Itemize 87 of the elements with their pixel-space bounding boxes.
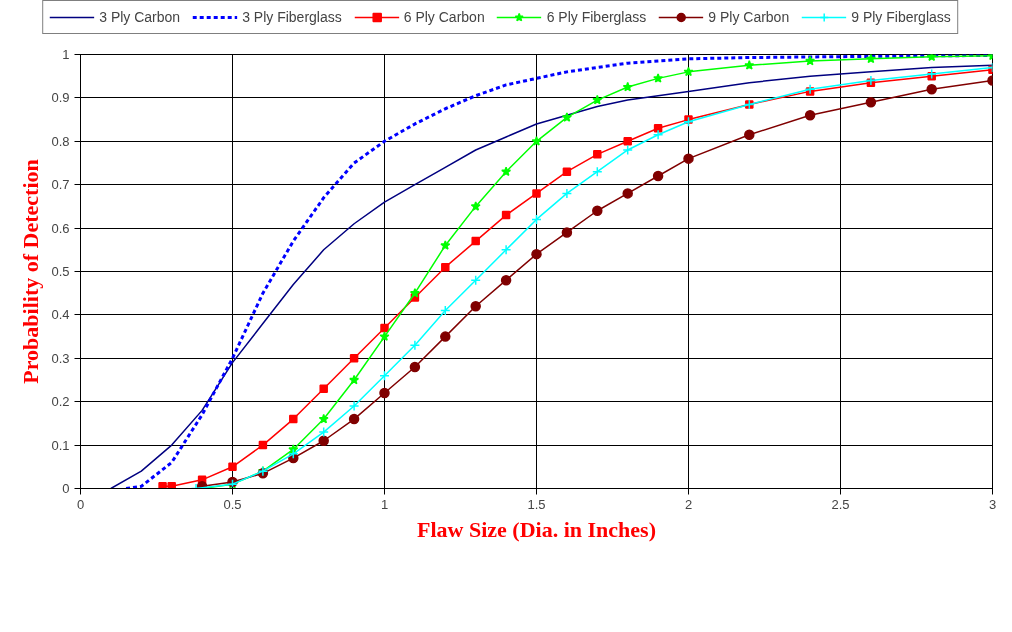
point	[471, 236, 480, 246]
point	[500, 274, 512, 286]
point	[683, 66, 694, 77]
legend-label: 3 Ply Carbon	[99, 9, 181, 25]
y-tick-label: 0.7	[51, 177, 70, 193]
point	[653, 124, 663, 133]
point	[441, 262, 450, 272]
point	[622, 81, 633, 92]
point	[622, 144, 633, 156]
point	[379, 387, 390, 399]
point	[500, 244, 512, 256]
x-tick-label: 1	[380, 496, 389, 512]
point	[167, 482, 176, 489]
x-tick-label: 1.5	[527, 496, 546, 512]
point	[348, 400, 360, 412]
point	[318, 426, 329, 438]
point	[561, 227, 573, 238]
point	[592, 94, 603, 105]
point	[683, 153, 694, 164]
point	[379, 331, 390, 341]
point	[744, 60, 755, 70]
point	[804, 83, 816, 95]
point	[593, 150, 602, 159]
point	[349, 354, 359, 363]
y-tick-label: 0.4	[51, 307, 70, 323]
point	[348, 413, 360, 425]
point	[470, 201, 481, 211]
y-tick-label: 0	[62, 481, 70, 496]
point	[622, 188, 633, 199]
point	[623, 137, 632, 146]
point	[865, 97, 877, 108]
point	[652, 170, 664, 182]
point	[158, 482, 167, 489]
y-tick-label: 0.9	[51, 90, 70, 106]
x-tick-label: 0.5	[223, 496, 242, 512]
point	[865, 54, 876, 64]
point	[531, 248, 542, 260]
point	[561, 188, 573, 199]
y-axis-title: Probability of Detection	[18, 159, 44, 384]
point	[744, 129, 755, 141]
point	[228, 462, 237, 472]
point	[440, 240, 451, 250]
point	[440, 331, 451, 342]
y-tick-label: 0.3	[51, 350, 70, 366]
legend-label: 9 Ply Carbon	[708, 9, 790, 25]
legend-label: 6 Ply Carbon	[403, 9, 485, 25]
point	[349, 374, 360, 385]
point	[805, 55, 816, 66]
point	[470, 274, 481, 286]
point	[592, 205, 603, 216]
point	[562, 167, 572, 176]
legend-label: 9 Ply Fiberglass	[851, 9, 951, 25]
y-tick-label: 1	[62, 47, 70, 62]
x-axis-title: Flaw Size (Dia. in Inches)	[417, 516, 656, 542]
point	[288, 448, 299, 460]
point	[380, 323, 389, 333]
point	[409, 340, 421, 351]
y-tick-label: 0.1	[51, 437, 70, 453]
point	[501, 166, 512, 177]
legend-label: 6 Ply Fiberglass	[546, 9, 647, 25]
point	[289, 414, 298, 424]
x-tick-label: 2	[684, 496, 693, 512]
x-tick-label: 2.5	[831, 496, 850, 512]
y-tick-label: 0.5	[51, 264, 70, 279]
point	[409, 361, 421, 373]
point	[561, 112, 572, 122]
point	[926, 83, 937, 95]
point	[258, 440, 268, 450]
point	[652, 129, 664, 141]
point	[319, 384, 328, 393]
point	[926, 54, 937, 62]
point	[804, 110, 816, 121]
legend-label: 3 Ply Fiberglass	[242, 9, 342, 25]
x-tick-label: 3	[988, 496, 997, 512]
x-tick-label: 0	[76, 496, 85, 512]
point	[532, 189, 541, 198]
point	[318, 435, 329, 446]
y-tick-label: 0.6	[51, 220, 70, 236]
point	[409, 287, 420, 298]
point	[531, 136, 542, 146]
y-tick-label: 0.2	[51, 394, 70, 410]
point	[501, 210, 511, 220]
point	[653, 73, 664, 83]
y-tick-label: 0.8	[51, 133, 70, 149]
point	[683, 116, 694, 128]
point	[318, 413, 329, 424]
point	[470, 300, 481, 312]
